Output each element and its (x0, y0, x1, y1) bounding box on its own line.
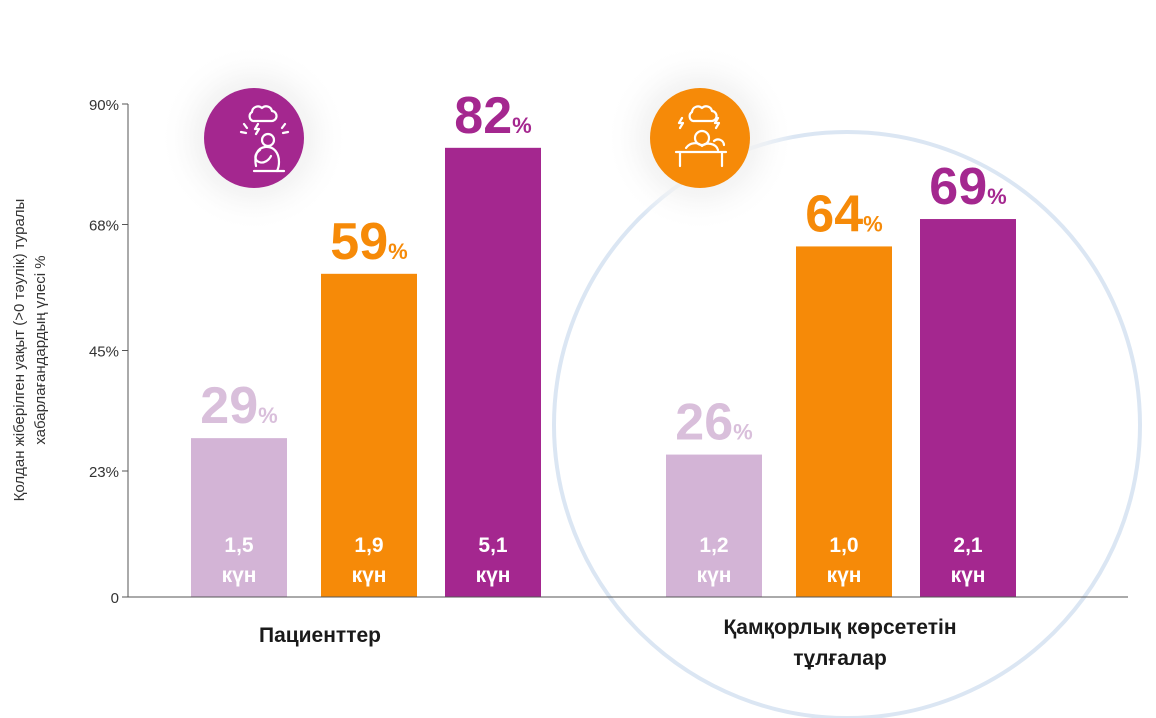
bar-value-label: 69% (929, 158, 1006, 216)
y-tick-label: 90% (89, 97, 119, 114)
bar (920, 219, 1016, 598)
y-tick-label: 0 (111, 590, 119, 607)
bar-days-unit: күн (352, 564, 387, 587)
y-axis-label-line: хабарлағандардың үлесі % (32, 255, 49, 445)
group-label-line: тұлғалар (793, 647, 887, 670)
y-axis-label-line: Қолдан жіберілген уақыт (>0 тәулік) тура… (11, 198, 28, 502)
bar-days-unit: күн (222, 564, 257, 587)
group-label-patients: Пациенттер (258, 624, 382, 647)
bar-days-value: 1,2 (699, 534, 728, 557)
bar (191, 438, 287, 597)
bar-value-label: 26% (675, 394, 752, 452)
group-label-caregivers: Қамқорлық көрсететін тұлғалар (640, 612, 1040, 674)
highlight-circle (552, 130, 1142, 718)
exhausted-caregiver-icon (650, 88, 750, 188)
bar-value-label: 59% (330, 213, 407, 271)
y-tick-label: 45% (89, 344, 119, 361)
bar-value-label: 29% (200, 377, 277, 435)
stressed-person-icon (204, 88, 304, 188)
bar-days-value: 1,5 (224, 534, 254, 557)
bar (796, 246, 892, 597)
bar-days-unit: күн (827, 564, 862, 587)
group-label-line: Қамқорлық көрсететін (723, 616, 957, 639)
bar-days-unit: күн (697, 564, 732, 587)
y-tick-label: 23% (89, 464, 119, 481)
bar-days-value: 5,1 (478, 534, 508, 557)
bar-value-label: 64% (805, 185, 882, 243)
y-tick-label: 68% (89, 218, 119, 235)
bar (666, 454, 762, 597)
bar-days-value: 1,0 (829, 534, 858, 557)
bar-days-unit: күн (476, 564, 511, 587)
bar (321, 273, 417, 597)
bar-days-value: 2,1 (953, 534, 983, 557)
bar (445, 147, 541, 598)
bar-days-value: 1,9 (354, 534, 383, 557)
bar-days-unit: күн (951, 564, 986, 587)
y-axis-label: Қолдан жіберілген уақыт (>0 тәулік) тура… (9, 199, 51, 502)
bar-value-label: 82% (454, 87, 531, 145)
